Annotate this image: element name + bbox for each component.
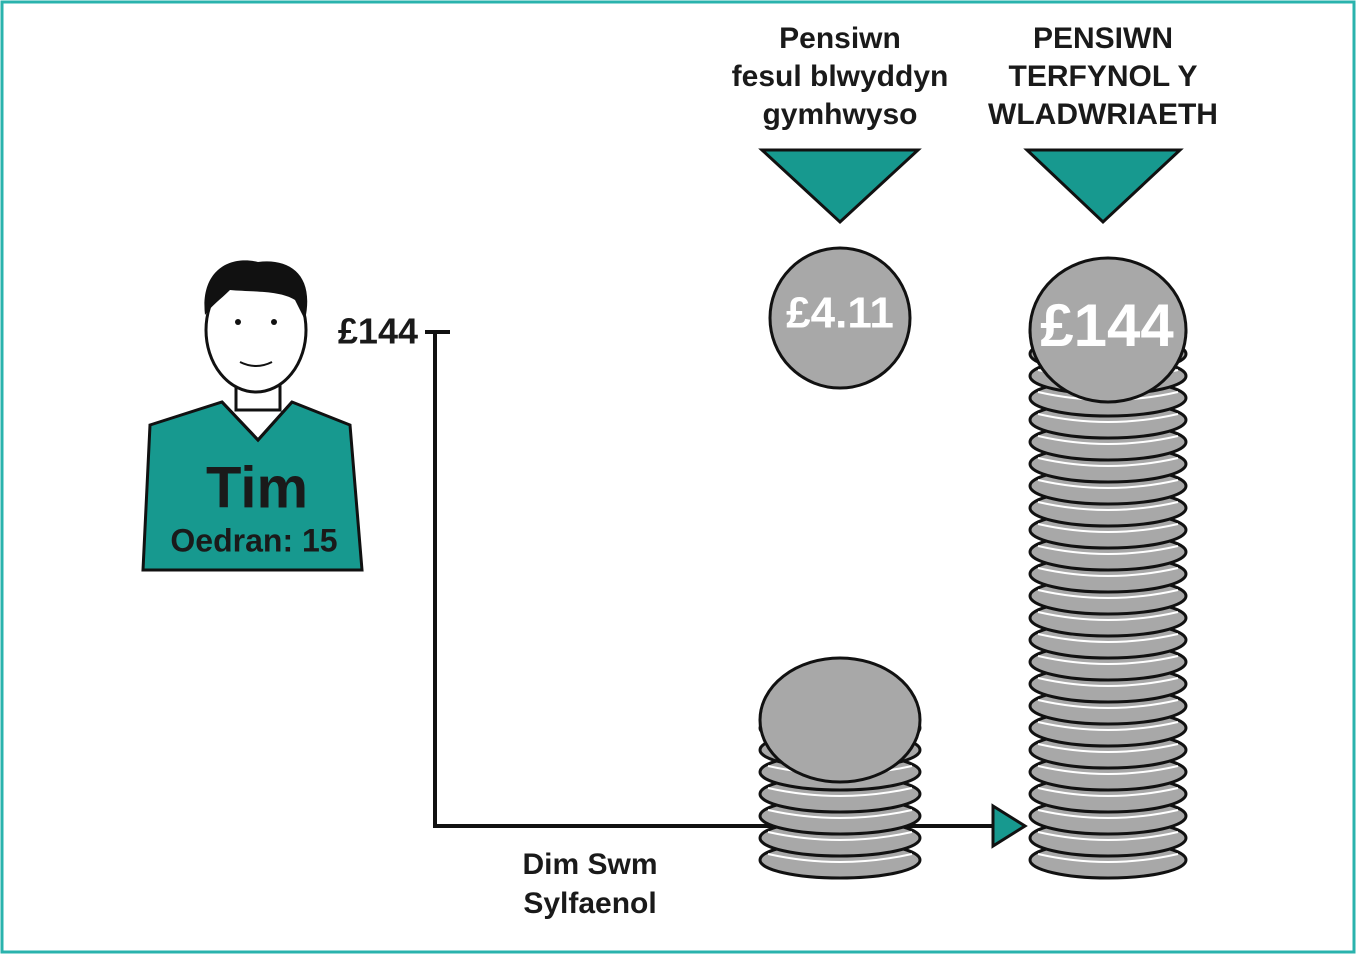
page: {"person": {"name": "Tim", "age": "Oedra… bbox=[0, 0, 1356, 954]
infographic: Pensiwn fesul blwyddyn gymhwyso PENSIWN … bbox=[0, 0, 1356, 954]
header-line: WLADWRIAETH bbox=[988, 98, 1218, 131]
coin-top bbox=[760, 658, 920, 782]
lump-sum-line: Dim Swm bbox=[522, 848, 657, 881]
person-age: Oedran: 15 bbox=[170, 522, 337, 558]
coin-label: £144 bbox=[1040, 292, 1174, 359]
eye bbox=[271, 319, 277, 325]
person-name: Tim bbox=[206, 455, 308, 520]
eye bbox=[235, 319, 241, 325]
lump-sum-line: Sylfaenol bbox=[523, 887, 656, 920]
header-line: gymhwyso bbox=[762, 98, 917, 131]
header-line: PENSIWN bbox=[1033, 22, 1173, 55]
header-line: Pensiwn bbox=[779, 22, 901, 55]
coin-label: £4.11 bbox=[786, 289, 894, 338]
header-line: TERFYNOL Y bbox=[1009, 60, 1198, 93]
header-line: fesul blwyddyn bbox=[732, 60, 949, 93]
person-amount: £144 bbox=[338, 311, 418, 352]
